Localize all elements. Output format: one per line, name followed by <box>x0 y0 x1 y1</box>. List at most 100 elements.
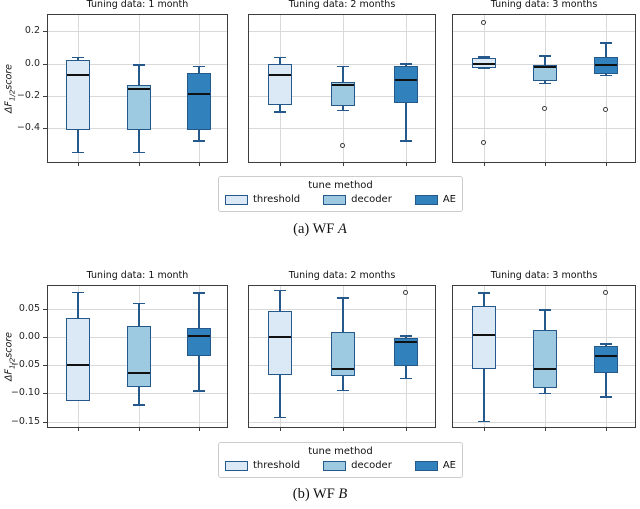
whisker-cap-lower <box>539 82 551 85</box>
outlier-point <box>481 139 486 145</box>
whisker-cap-upper <box>400 63 412 65</box>
gridline-horizontal <box>48 63 227 65</box>
y-tick-label: 0.0 <box>24 57 40 69</box>
legend-item-decoder: decoder <box>323 194 392 205</box>
box-AE <box>187 328 211 356</box>
whisker-cap-lower <box>600 74 612 77</box>
median-line <box>269 73 291 76</box>
legend-item-decoder: decoder <box>323 460 392 471</box>
median-line <box>67 73 89 76</box>
gridline-horizontal <box>249 393 435 395</box>
whisker-cap-lower <box>478 67 490 70</box>
whisker-line-lower <box>342 376 344 391</box>
gridline-horizontal <box>48 308 227 310</box>
whisker-line-lower <box>138 129 140 153</box>
y-tick-mark <box>43 31 47 33</box>
whisker-line-upper <box>77 57 79 61</box>
box-threshold <box>268 64 292 105</box>
outlier-point <box>542 106 547 112</box>
whisker-cap-lower <box>337 389 349 392</box>
subplot-title: Tuning data: 2 months <box>288 270 396 281</box>
y-tick-mark <box>43 308 47 310</box>
y-tick-label: 0.05 <box>18 302 40 314</box>
x-tick-mark <box>606 427 607 431</box>
gridline-vertical <box>199 286 200 427</box>
subplot-axes: 0.05 0.00 −0.05 −0.10 −0.15 <box>11 285 228 431</box>
median-line <box>473 63 495 66</box>
legend-item-threshold: threshold <box>225 460 300 471</box>
caption-a-variable: A <box>337 221 347 237</box>
whisker-cap-upper <box>274 56 286 59</box>
whisker-cap-lower <box>193 140 205 142</box>
subplot-axes: 0.2 0.0 −0.2 −0.4 <box>17 14 228 166</box>
whisker-line-upper <box>544 310 546 330</box>
whisker-cap-lower <box>72 151 84 154</box>
median-line <box>595 63 617 66</box>
legend-label-ae: AE <box>442 194 456 205</box>
box-threshold <box>472 305 496 370</box>
subplot-title: Tuning data: 1 month <box>86 270 189 281</box>
subplot-axes <box>248 285 436 431</box>
ae-swatch <box>414 194 438 205</box>
outlier-point <box>340 143 345 149</box>
subplot-axes <box>452 285 636 431</box>
subplot-title: Tuning data: 1 month <box>86 0 189 10</box>
x-tick-mark <box>280 427 281 431</box>
threshold-swatch <box>225 460 248 471</box>
median-line <box>595 354 617 357</box>
box-threshold <box>66 318 90 401</box>
box-AE <box>594 345 618 374</box>
whisker-line-lower <box>405 365 407 379</box>
legend-item-ae: AE <box>414 194 456 205</box>
threshold-swatch <box>225 194 248 205</box>
legend-label-threshold: threshold <box>253 194 301 205</box>
whisker-line-upper <box>405 336 407 338</box>
whisker-line-upper <box>544 56 546 66</box>
whisker-line-upper <box>198 66 200 74</box>
x-tick-mark <box>199 427 200 431</box>
y-tick-label: 0.00 <box>18 330 40 342</box>
median-line <box>188 334 210 337</box>
legend-label-ae: AE <box>442 460 456 471</box>
whisker-cap-lower <box>337 109 349 112</box>
median-line <box>395 78 417 81</box>
outlier-point <box>603 289 608 295</box>
subplot-title: Tuning data: 2 months <box>288 0 396 10</box>
y-tick-label: −0.4 <box>16 122 40 134</box>
whisker-cap-upper <box>133 302 145 305</box>
x-tick-mark <box>139 427 140 431</box>
whisker-cap-lower <box>400 140 412 142</box>
y-tick-mark <box>43 393 47 395</box>
y-tick-label: 0.2 <box>24 25 40 37</box>
median-line <box>395 340 417 343</box>
whisker-cap-upper <box>193 65 205 68</box>
x-tick-mark <box>139 162 140 166</box>
whisker-line-upper <box>198 293 200 329</box>
gridline-horizontal <box>453 31 635 33</box>
whisker-cap-lower <box>274 111 286 113</box>
y-tick-label: −0.15 <box>10 415 40 427</box>
gridline-horizontal <box>249 128 435 130</box>
whisker-line-upper <box>483 293 485 306</box>
legend-tune-method-b: tune method threshold decoder AE <box>218 442 463 478</box>
whisker-line-upper <box>279 290 281 311</box>
x-tick-mark <box>406 427 407 431</box>
whisker-cap-upper <box>400 335 412 337</box>
whisker-cap-lower <box>133 151 145 154</box>
subplot-axes <box>248 14 436 166</box>
legend-title: tune method <box>308 446 373 457</box>
whisker-cap-upper <box>539 55 551 57</box>
whisker-line-lower <box>138 386 140 406</box>
whisker-line-upper <box>138 65 140 85</box>
decoder-swatch <box>323 194 347 205</box>
subplot-title: Tuning data: 3 months <box>490 270 598 281</box>
legend-row: threshold decoder AE <box>225 460 456 471</box>
caption-b-variable: B <box>338 486 348 502</box>
x-tick-mark <box>343 162 344 166</box>
gridline-horizontal <box>249 63 435 65</box>
whisker-line-lower <box>544 80 546 84</box>
whisker-line-upper <box>483 57 485 59</box>
gridline-vertical <box>545 15 546 162</box>
x-tick-mark <box>606 162 607 166</box>
